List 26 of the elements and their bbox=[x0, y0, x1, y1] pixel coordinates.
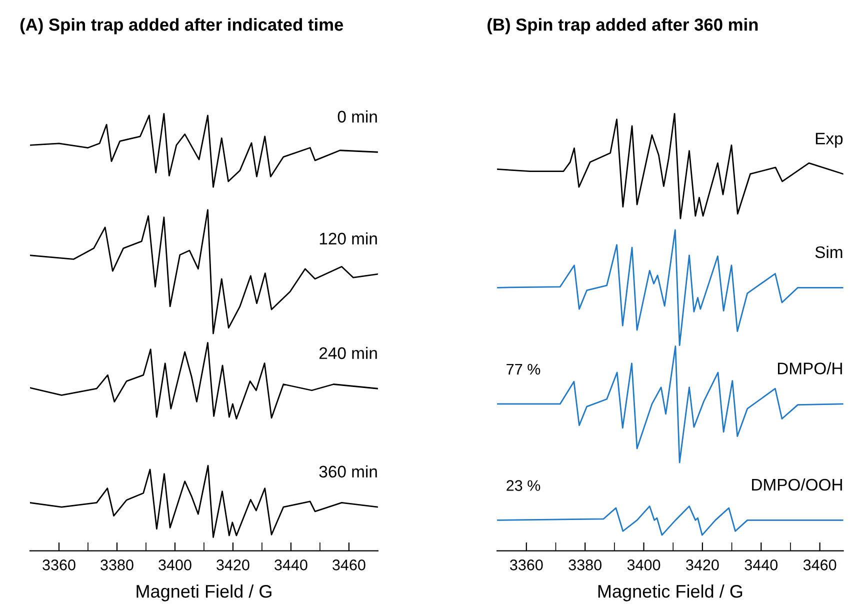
series-label: 360 min bbox=[319, 465, 377, 478]
series-label: DMPO/OOH bbox=[752, 478, 842, 491]
x-tick-label: 3420 bbox=[686, 560, 719, 570]
annotation: 77 % bbox=[506, 364, 540, 375]
series-label: Sim bbox=[815, 246, 842, 258]
x-tick-label: 3440 bbox=[744, 560, 778, 570]
x-tick-label: 3400 bbox=[158, 560, 192, 570]
x-tick-label: 3380 bbox=[568, 560, 602, 570]
x-tick-label: 3420 bbox=[216, 560, 250, 570]
x-tick-label: 3400 bbox=[627, 560, 660, 570]
series-label: 120 min bbox=[320, 232, 377, 245]
x-tick-label: 3460 bbox=[803, 560, 836, 570]
chart-title: (B) Spin trap added after 360 min bbox=[488, 18, 758, 34]
x-tick-label: 3360 bbox=[42, 560, 76, 570]
x-axis-title: Magnetic Field / G bbox=[598, 584, 742, 602]
x-tick-label: 3360 bbox=[510, 560, 543, 570]
series-label: 240 min bbox=[319, 346, 377, 360]
x-tick-label: 3380 bbox=[100, 560, 134, 570]
x-tick-label: 3460 bbox=[332, 560, 366, 570]
x-axis-title: Magneti Field / G bbox=[136, 584, 272, 602]
x-tick-label: 3440 bbox=[274, 560, 308, 570]
annotation: 23 % bbox=[506, 480, 540, 491]
chart-title: (A) Spin trap added after indicated time bbox=[20, 18, 344, 34]
series-label: DMPO/H bbox=[778, 362, 842, 374]
series-label: Exp bbox=[816, 132, 843, 148]
series-label: 0 min bbox=[338, 110, 377, 123]
